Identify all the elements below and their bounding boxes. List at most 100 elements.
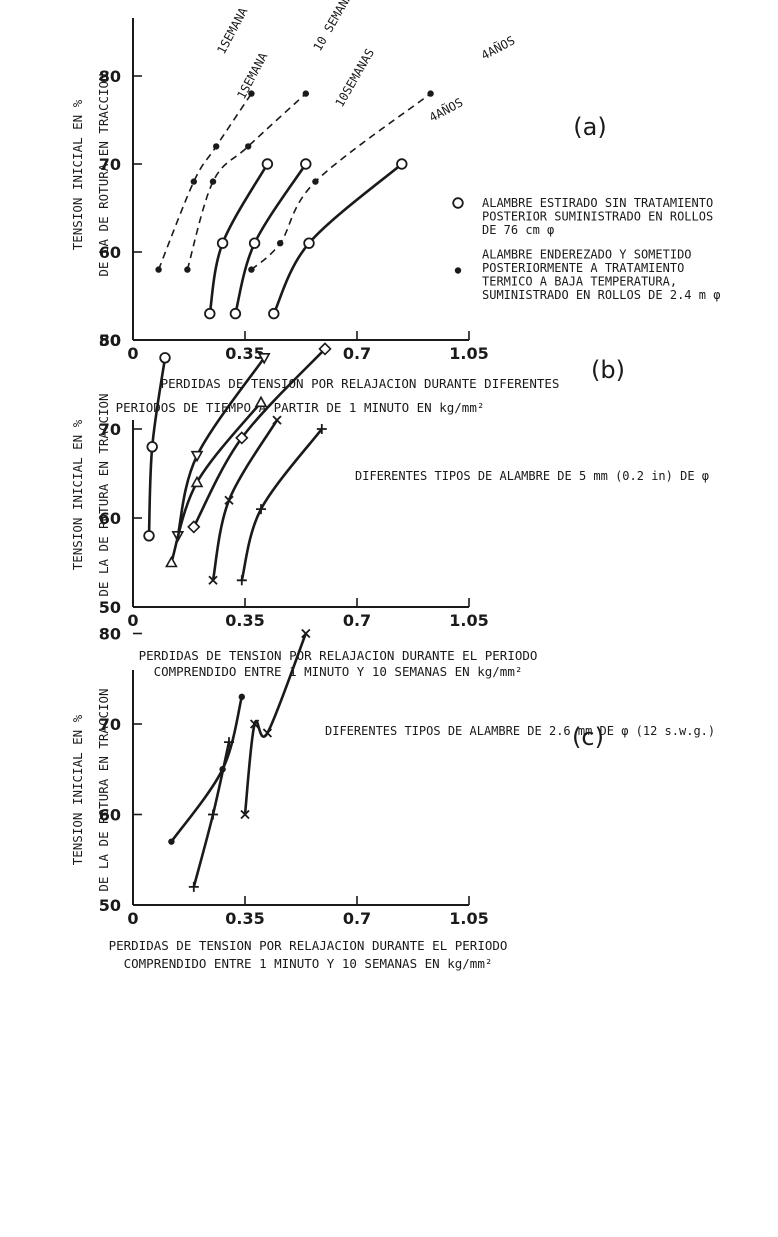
series-line [234, 163, 307, 314]
data-point [235, 431, 249, 445]
x-tick-label: 0.7 [343, 909, 371, 928]
data-point [204, 307, 216, 320]
x-tick-label: 1.05 [449, 611, 488, 630]
y-tick-label: 50 [99, 598, 121, 617]
data-point [155, 266, 162, 273]
series-1: 1SEMANA [155, 4, 255, 273]
data-point [256, 504, 266, 515]
series-line [272, 163, 403, 315]
data-point [190, 178, 197, 185]
y-tick-label: 60 [99, 243, 121, 262]
legend-entry-text: SUMINISTRADO EN ROLLOS DE 2.4 m φ [482, 288, 720, 302]
legend-entry-text: ALAMBRE ENDEREZADO Y SOMETIDO [482, 248, 692, 262]
series-label: 4AÑOS [478, 32, 517, 62]
data-point [187, 520, 201, 534]
legend-marker [452, 197, 464, 209]
data-point [396, 158, 408, 170]
data-point [238, 693, 245, 701]
data-point [188, 881, 199, 892]
y-tick-label: 50 [99, 331, 121, 350]
series-line [170, 696, 244, 843]
data-point [272, 415, 282, 425]
data-point [302, 90, 309, 97]
panel-label: (b) [591, 356, 625, 384]
y-tick-label: 60 [99, 509, 121, 528]
y-axis-label: DE LA DE ROTURA EN TRACCION [96, 688, 111, 891]
data-point [184, 266, 191, 273]
chart-panel-3: 0 0.35 0.7 1.05 50 60 70 80 TENSION INICIAL EN %… [70, 625, 715, 972]
x-tick-label: 1.05 [449, 909, 488, 928]
legend-entry-text: ALAMBRE ESTIRADO SIN TRATAMIENTO [482, 196, 713, 210]
x-tick-label: 0 [127, 344, 138, 363]
data-point [427, 90, 434, 97]
series-label: 10 SEMANAS [310, 0, 358, 54]
x-tick-label: 0 [127, 611, 138, 630]
data-point [261, 158, 274, 170]
series-line [250, 92, 432, 271]
data-point [257, 353, 271, 365]
y-tick-label: 80 [99, 67, 121, 86]
series-6 [236, 424, 327, 586]
series-3 [165, 395, 268, 568]
data-point [229, 307, 242, 320]
data-point [224, 737, 234, 748]
data-point [240, 809, 250, 820]
panel-annotation: DIFERENTES TIPOS DE ALAMBRE DE 5 mm (0.2… [355, 469, 709, 483]
series-1 [143, 352, 171, 542]
data-point [300, 158, 312, 170]
series-5 [208, 415, 282, 585]
series-4 [187, 342, 332, 534]
series-line [186, 93, 307, 270]
series-line [240, 428, 323, 581]
data-point [303, 237, 315, 249]
chart-panel-2: 0 0.35 0.7 1.05 50 60 70 80 TENSION INICIAL EN %… [70, 331, 709, 679]
data-point [301, 628, 311, 639]
data-point [213, 143, 220, 150]
x-axis-label: PERDIDAS DE TENSION POR RELAJACION DURAN… [139, 648, 538, 663]
x-tick-label: 0.7 [343, 611, 371, 630]
y-tick-label: 50 [99, 896, 121, 915]
y-tick-label: 80 [99, 331, 121, 350]
y-axis-label: DE LA DE ROTURA EN TRACCION [96, 393, 111, 596]
x-tick-label: 0 [127, 909, 138, 928]
x-axis-label: PERIODOS DE TIEMPO A PARTIR DE 1 MINUTO … [116, 400, 485, 415]
x-axis-label: PERDIDAS DE TENSION POR RELAJACION DURAN… [161, 376, 560, 391]
data-point [268, 307, 280, 320]
y-tick-label: 70 [99, 155, 121, 174]
legend-entry-text: TERMICO A BAJA TEMPERATURA, [482, 275, 677, 289]
y-tick-label: 60 [99, 806, 121, 825]
x-tick-label: 1.05 [449, 344, 488, 363]
series-line [157, 93, 253, 270]
x-tick-label: 0.35 [225, 909, 264, 928]
data-point [248, 266, 255, 273]
series-3: 4AÑOS [248, 32, 517, 273]
y-axis-label: TENSION INICIAL EN % [70, 419, 85, 570]
data-point [277, 240, 284, 247]
panel-label: (c) [572, 723, 604, 751]
data-point [208, 575, 218, 585]
series-label: 10SEMANAS [332, 46, 377, 109]
x-tick-label: 0.35 [225, 344, 264, 363]
data-point [245, 143, 252, 150]
series-label: 1SEMANA [214, 4, 250, 56]
data-point [216, 237, 229, 249]
x-axis-label: COMPRENDIDO ENTRE 1 MINUTO Y 10 SEMANAS … [124, 956, 493, 971]
data-point [143, 530, 155, 542]
data-point [190, 475, 204, 488]
y-axis-label: TENSION INICIAL EN % [70, 99, 85, 250]
series-2: 10 SEMANAS [184, 0, 359, 273]
series-line [208, 163, 269, 314]
series-1 [168, 693, 245, 845]
data-point [208, 809, 218, 820]
data-point [190, 450, 204, 463]
data-point [224, 495, 234, 505]
data-point [262, 728, 273, 738]
x-axis-label: PERDIDAS DE TENSION POR RELAJACION DURAN… [109, 938, 508, 953]
data-point [165, 555, 178, 568]
data-point [248, 237, 261, 249]
data-point [209, 178, 217, 185]
data-point [316, 424, 327, 434]
x-tick-label: 0.7 [343, 344, 371, 363]
data-point [318, 342, 332, 356]
legend-entry-text: DE 76 cm φ [482, 223, 554, 237]
